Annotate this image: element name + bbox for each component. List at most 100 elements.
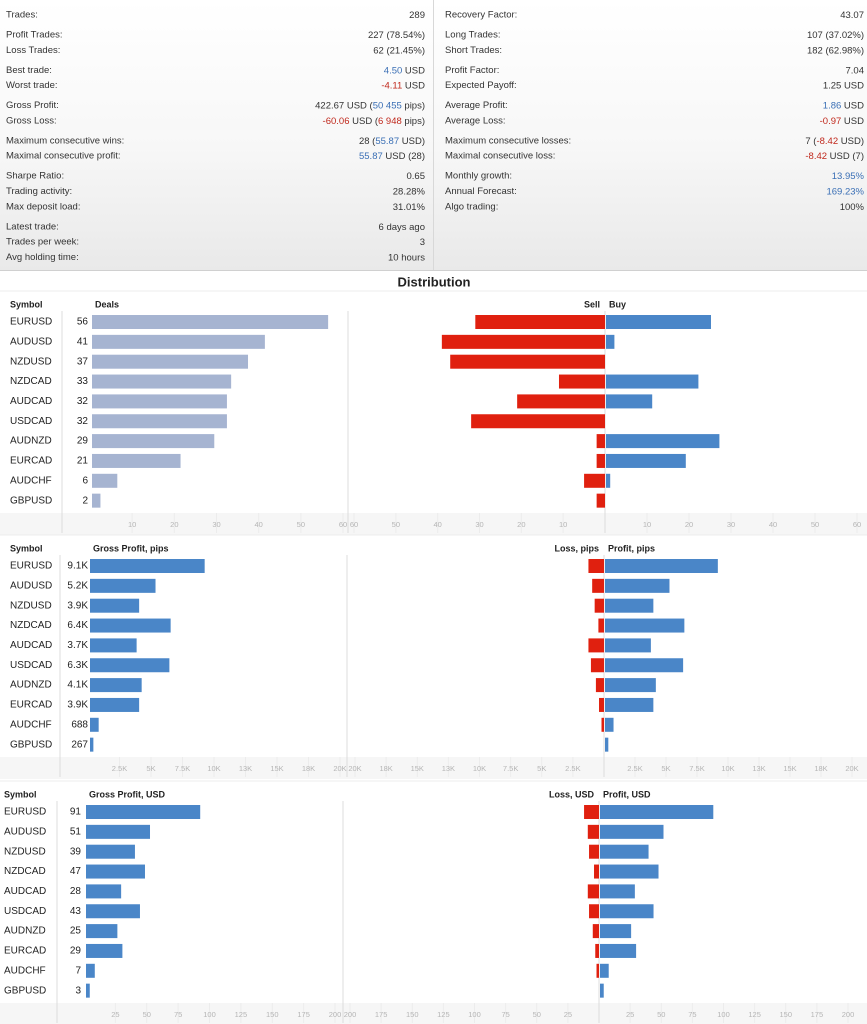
- value-label: 41: [77, 336, 89, 347]
- x-tick-label: 60: [853, 520, 861, 529]
- x-tick-label: 25: [111, 1010, 119, 1019]
- stat-value-part: USD): [838, 135, 864, 146]
- stat-value-part: 289: [409, 10, 425, 21]
- bar: [92, 473, 118, 488]
- stat-label: Gross Profit:: [6, 100, 59, 111]
- stat-value-part: 107 (37.02%): [807, 30, 864, 41]
- x-tick-label: 40: [254, 520, 262, 529]
- stat-value: 169.23%: [826, 186, 864, 197]
- bar: [90, 697, 140, 712]
- symbol-label: AUDNZD: [10, 680, 52, 691]
- x-tick-label: 20K: [348, 764, 361, 773]
- stat-value-part: -60.06: [323, 115, 350, 126]
- bar: [598, 618, 604, 633]
- stat-label: Profit Factor:: [445, 65, 499, 76]
- bar: [92, 434, 215, 449]
- bar: [90, 598, 140, 613]
- bar: [605, 638, 651, 653]
- value-label: 25: [70, 926, 82, 937]
- bar: [595, 678, 604, 693]
- value-label: 21: [77, 456, 89, 467]
- chart-title: Deals: [95, 299, 119, 309]
- stat-value-part: 10 hours: [388, 252, 425, 263]
- x-tick-label: 10: [559, 520, 567, 529]
- value-label: 7: [75, 965, 81, 976]
- value-label: 6.3K: [67, 660, 88, 671]
- x-tick-label: 20K: [845, 764, 858, 773]
- symbol-label: GBPUSD: [4, 985, 46, 996]
- stat-value: 62 (21.45%): [373, 45, 425, 56]
- value-label: 91: [70, 807, 82, 818]
- stat-label: Recovery Factor:: [445, 10, 517, 21]
- stat-value: -4.11 USD: [381, 80, 425, 91]
- x-tick-label: 7.5K: [175, 764, 190, 773]
- stat-value: 1.86 USD: [823, 100, 864, 111]
- stat-value: 1.25 USD: [823, 80, 864, 91]
- stat-label: Profit Trades:: [6, 30, 63, 41]
- stat-value-part: 227 (78.54%): [368, 30, 425, 41]
- stat-value-part: 55.87: [359, 151, 383, 162]
- x-tick-label: 175: [811, 1010, 824, 1019]
- x-tick-label: 10K: [207, 764, 220, 773]
- stat-value-part: -0.97: [820, 115, 842, 126]
- stat-value: 182 (62.98%): [807, 45, 864, 56]
- bar: [596, 453, 605, 468]
- legend-label: Loss, pips: [554, 543, 599, 553]
- stat-value-part: USD (: [349, 115, 378, 126]
- stat-label: Trades per week:: [6, 237, 79, 248]
- value-label: 39: [70, 846, 82, 857]
- x-tick-label: 50: [811, 520, 819, 529]
- symbol-label: AUDCHF: [10, 719, 52, 730]
- x-tick-label: 30: [475, 520, 483, 529]
- stat-value-part: 6 days ago: [379, 221, 425, 232]
- x-tick-label: 75: [174, 1010, 182, 1019]
- stat-value-part: 182 (62.98%): [807, 45, 864, 56]
- stat-value-part: 169.23%: [826, 186, 864, 197]
- value-label: 3.9K: [67, 700, 88, 711]
- bar: [600, 824, 664, 839]
- bar: [588, 638, 604, 653]
- bar: [600, 943, 637, 958]
- bar: [90, 618, 171, 633]
- stat-value-part: 7.04: [846, 65, 865, 76]
- symbol-label: NZDUSD: [10, 356, 52, 367]
- bar: [600, 864, 659, 879]
- stat-value: 10 hours: [388, 252, 425, 263]
- bar: [596, 963, 599, 978]
- x-tick-label: 2.5K: [627, 764, 642, 773]
- bar: [86, 864, 145, 879]
- x-tick-label: 15K: [411, 764, 424, 773]
- bar: [92, 493, 101, 508]
- column-header: Symbol: [10, 299, 43, 309]
- value-label: 267: [71, 739, 88, 750]
- stat-label: Algo trading:: [445, 201, 498, 212]
- stat-value-part: -8.42: [816, 135, 838, 146]
- stat-label: Trading activity:: [6, 186, 72, 197]
- stat-value-part: 0.65: [407, 171, 426, 182]
- value-label: 29: [70, 946, 82, 957]
- x-tick-label: 20K: [333, 764, 346, 773]
- bar: [605, 598, 654, 613]
- x-tick-label: 30: [727, 520, 735, 529]
- bar: [90, 737, 94, 752]
- bar: [90, 559, 205, 573]
- column-header: Symbol: [10, 543, 43, 553]
- bar: [90, 578, 156, 593]
- bar: [86, 924, 118, 939]
- stat-value: 6 days ago: [379, 221, 425, 232]
- x-tick-label: 50: [533, 1010, 541, 1019]
- stat-label: Average Loss:: [445, 115, 506, 126]
- bar: [605, 578, 670, 593]
- chart-title: Gross Profit, pips: [93, 543, 169, 553]
- x-tick-label: 60: [350, 520, 358, 529]
- stat-value-part: USD: [402, 65, 425, 76]
- stat-value-part: 13.95%: [832, 171, 865, 182]
- bar: [86, 963, 95, 978]
- value-label: 3.7K: [67, 640, 88, 651]
- x-tick-label: 25: [626, 1010, 634, 1019]
- stat-value-part: -4.11: [381, 80, 402, 91]
- symbol-label: EURUSD: [10, 561, 52, 572]
- x-tick-label: 7.5K: [689, 764, 704, 773]
- x-tick-label: 20: [517, 520, 525, 529]
